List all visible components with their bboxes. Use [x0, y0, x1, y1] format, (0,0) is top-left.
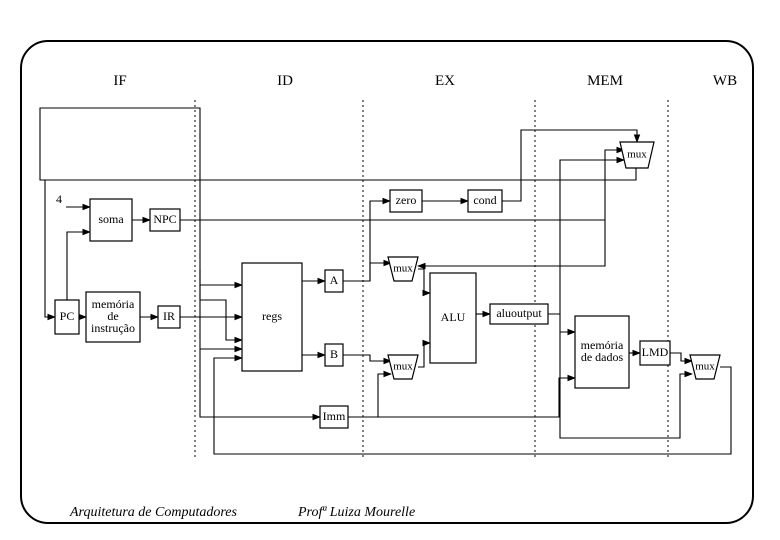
stage-id: ID — [260, 73, 310, 90]
stage-mem: MEM — [580, 73, 630, 90]
diagram-canvas: IF ID EX MEM WB Arquitetura de Computado… — [0, 0, 780, 540]
stage-if: IF — [95, 73, 145, 90]
footer-left: Arquitetura de Computadores — [70, 505, 237, 521]
stage-wb: WB — [700, 73, 750, 90]
outer-frame — [20, 40, 754, 524]
footer-right: Profª Luiza Mourelle — [298, 505, 415, 521]
stage-ex: EX — [420, 73, 470, 90]
